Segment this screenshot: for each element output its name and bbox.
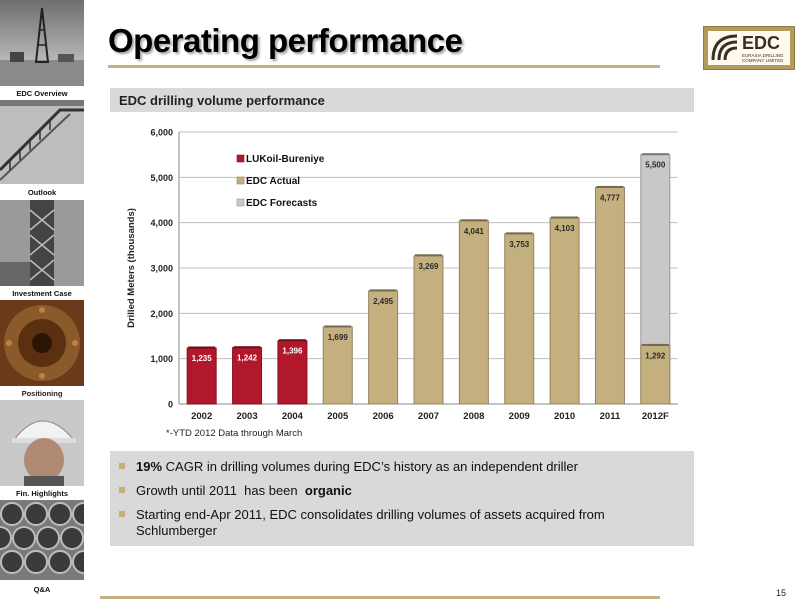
- x-tick-label: 2002: [191, 411, 212, 422]
- company-logo: EDC EURASIA DRILLING COMPANY LIMITED: [703, 26, 795, 70]
- page-title: Operating performance: [108, 22, 463, 59]
- data-label: 1,699: [328, 333, 349, 342]
- logo-subtitle: EURASIA DRILLING COMPANY LIMITED: [742, 53, 784, 63]
- data-label: 1,292: [645, 351, 666, 360]
- x-tick-label: 2009: [509, 411, 530, 422]
- sidebar-item-label: Outlook: [27, 188, 57, 197]
- bar-actual: [368, 290, 399, 405]
- rig-tower-photo: [0, 200, 84, 286]
- bar-forecast-cap: [641, 153, 669, 156]
- bar-lukoil-cap: [278, 339, 306, 342]
- x-tick-label: 2011: [600, 411, 621, 422]
- legend-entry: EDC Actual: [246, 176, 300, 187]
- footer-divider: [100, 596, 660, 599]
- data-label: 1,235: [192, 354, 213, 363]
- data-label: 4,103: [555, 224, 576, 233]
- y-tick-label: 0: [168, 400, 173, 410]
- x-tick-label: 2010: [554, 411, 575, 422]
- bullet-square-icon: [119, 463, 125, 469]
- legend-entry: EDC Forecasts: [246, 198, 318, 209]
- bar-actual-cap: [505, 232, 533, 235]
- bar-actual: [458, 220, 489, 405]
- bar-actual-cap: [324, 325, 352, 328]
- bar-actual: [504, 233, 535, 405]
- data-label: 1,242: [237, 354, 258, 363]
- bullet-square-icon: [119, 487, 125, 493]
- bar-actual-cap: [415, 254, 442, 257]
- sidebar-item-label: Positioning: [21, 389, 63, 398]
- bullet-square-icon: [119, 511, 125, 517]
- legend-swatch: [236, 176, 245, 185]
- x-tick-label: 2008: [463, 411, 484, 422]
- sidebar-item-label: Q&A: [33, 585, 51, 594]
- pipes-stack-photo: [0, 500, 84, 580]
- y-tick-label: 2,000: [150, 309, 173, 319]
- bar-actual-cap: [460, 219, 488, 222]
- bar-actual-cap: [369, 289, 397, 292]
- x-tick-label: 2012F: [642, 411, 669, 422]
- bar-lukoil: [232, 347, 263, 405]
- y-tick-label: 6,000: [150, 128, 173, 138]
- bar-lukoil-cap: [233, 346, 261, 349]
- sidebar: EDC Overview Outlook Investment Case: [0, 0, 84, 600]
- sidebar-item-label: Fin. Highlights: [15, 489, 69, 498]
- logo-emblem-icon: [711, 34, 738, 61]
- data-label: 2,495: [373, 297, 394, 306]
- bar-actual-cap: [641, 343, 669, 346]
- y-tick-label: 3,000: [150, 264, 173, 274]
- section-header: EDC drilling volume performance: [110, 88, 694, 112]
- data-label: 3,753: [509, 240, 530, 249]
- data-label: 4,777: [600, 193, 621, 202]
- bar-actual-cap: [596, 185, 624, 188]
- y-tick-label: 4,000: [150, 218, 173, 228]
- x-tick-label: 2005: [327, 411, 349, 422]
- rig-stairs-photo: [0, 100, 84, 184]
- data-label: 4,041: [464, 227, 485, 236]
- key-points-box: 19% CAGR in drilling volumes during EDC’…: [110, 451, 694, 546]
- legend-entry: LUKoil-Bureniye: [246, 154, 325, 165]
- drilling-volume-chart: 0 1,000 2,000 3,000 4,000 5,000 6,000 Drilled M…: [126, 128, 678, 422]
- y-axis-label: Drilled Meters (thousands): [126, 208, 137, 328]
- bar-actual: [594, 186, 625, 405]
- bar-actual: [549, 217, 580, 405]
- page-number: 15: [776, 588, 787, 598]
- legend-swatch: [236, 198, 245, 207]
- sidebar-item-label: Investment Case: [12, 289, 72, 298]
- chart-footnote: *-YTD 2012 Data through March: [166, 428, 303, 439]
- section-title: EDC drilling volume performance: [119, 93, 325, 108]
- bar-actual: [413, 255, 444, 405]
- sidebar-item-label: EDC Overview: [16, 89, 68, 98]
- x-tick-label: 2003: [236, 411, 257, 422]
- data-label: 1,396: [282, 347, 303, 356]
- title-divider: [108, 65, 660, 68]
- drilling-rig-photo: [0, 0, 84, 86]
- pipe-flange-photo: [0, 300, 84, 386]
- x-tick-label: 2004: [282, 411, 304, 422]
- logo-text: EDC: [742, 33, 781, 53]
- y-tick-label: 1,000: [150, 354, 173, 364]
- data-label: 3,269: [418, 262, 439, 271]
- y-tick-label: 5,000: [150, 173, 173, 183]
- x-tick-label: 2007: [418, 411, 439, 422]
- bar-lukoil: [277, 340, 308, 405]
- bar-lukoil-cap: [188, 346, 216, 349]
- x-tick-label: 2006: [373, 411, 394, 422]
- data-label: 5,500: [645, 161, 666, 170]
- legend-swatch: [236, 154, 245, 163]
- bar-actual-cap: [551, 216, 579, 219]
- worker-helmet-photo: [0, 400, 84, 486]
